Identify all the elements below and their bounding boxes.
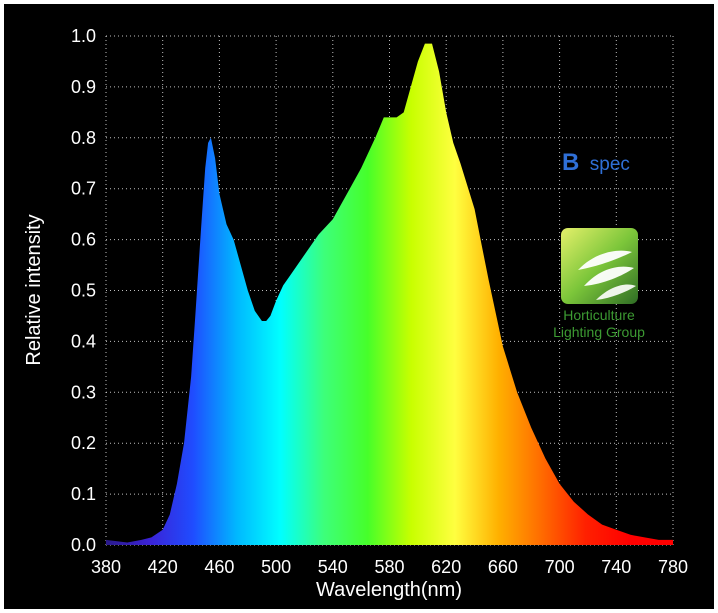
x-axis-ticks: 380 420 460 500 540 580 620 660 700 740 780: [91, 557, 688, 577]
y-tick-label: 0.8: [71, 128, 96, 148]
logo-line1: Horticulture: [563, 307, 635, 323]
hlg-logo: Horticulture Lighting Group: [553, 228, 645, 340]
y-tick-label: 0.4: [71, 331, 96, 351]
logo-line2: Lighting Group: [553, 324, 645, 340]
x-tick-label: 700: [545, 557, 575, 577]
y-tick-label: 0.3: [71, 382, 96, 402]
x-tick-label: 660: [488, 557, 518, 577]
y-tick-label: 0.5: [71, 281, 96, 301]
y-tick-label: 0.6: [71, 230, 96, 250]
y-tick-label: 0.7: [71, 179, 96, 199]
x-tick-label: 740: [601, 557, 631, 577]
x-tick-label: 540: [318, 557, 348, 577]
x-tick-label: 620: [431, 557, 461, 577]
logo-badge: [561, 228, 638, 304]
x-axis-title: Wavelength(nm): [316, 579, 462, 601]
y-tick-label: 0.0: [71, 535, 96, 555]
x-tick-label: 580: [374, 557, 404, 577]
y-tick-label: 0.1: [71, 484, 96, 504]
x-tick-label: 780: [658, 557, 688, 577]
logo-leaf-icon: [578, 250, 632, 270]
logo-leaf-icon: [596, 284, 636, 300]
y-tick-label: 0.9: [71, 77, 96, 97]
x-tick-label: 500: [261, 557, 291, 577]
logo-leaf-icon: [584, 266, 634, 286]
x-tick-label: 460: [204, 557, 234, 577]
bspec-annotation: B spec: [562, 149, 630, 176]
y-axis-ticks: 0.0 0.1 0.2 0.3 0.4 0.5 0.6 0.7 0.8 0.9 1.0: [71, 26, 96, 555]
x-tick-label: 380: [91, 557, 121, 577]
y-tick-label: 0.2: [71, 433, 96, 453]
spectrum-area: [106, 43, 673, 545]
y-axis-title: Relative intensity: [23, 214, 45, 365]
bspec-word: spec: [590, 154, 630, 175]
bspec-letter: B: [562, 149, 579, 176]
y-tick-label: 1.0: [71, 26, 96, 46]
x-tick-label: 420: [148, 557, 178, 577]
